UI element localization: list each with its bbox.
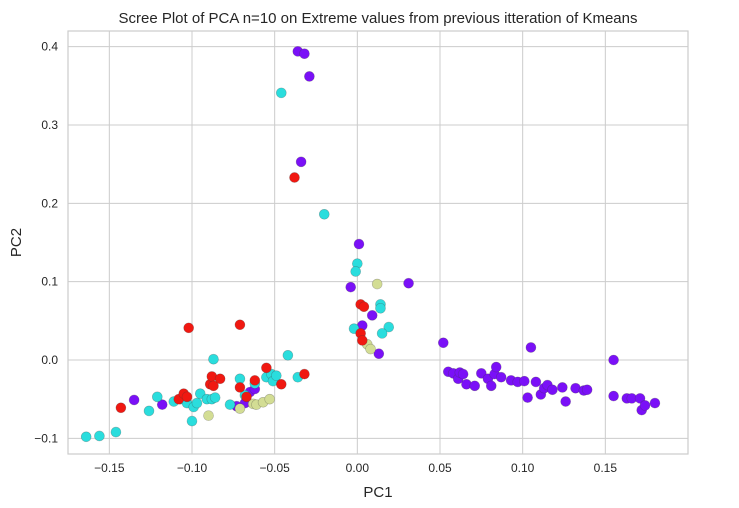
y-tick-label: 0.2 bbox=[41, 196, 58, 210]
data-point bbox=[261, 362, 272, 374]
data-point bbox=[275, 87, 287, 99]
data-point bbox=[383, 321, 395, 333]
data-point bbox=[608, 354, 619, 366]
data-point bbox=[191, 397, 203, 409]
data-point bbox=[485, 380, 497, 392]
data-point bbox=[476, 368, 487, 379]
x-tick-label: 0.05 bbox=[428, 461, 452, 475]
data-point bbox=[295, 156, 307, 168]
data-point bbox=[373, 348, 385, 360]
data-point bbox=[208, 380, 219, 392]
data-point bbox=[530, 376, 542, 388]
data-point bbox=[557, 382, 568, 393]
data-point bbox=[356, 335, 368, 346]
data-point bbox=[299, 48, 310, 60]
data-point bbox=[560, 396, 571, 407]
data-point bbox=[264, 393, 276, 405]
data-point bbox=[495, 371, 507, 383]
data-point bbox=[234, 319, 246, 331]
data-point bbox=[115, 402, 127, 414]
data-point bbox=[110, 426, 122, 438]
y-tick-label: −0.1 bbox=[34, 431, 58, 445]
data-point bbox=[376, 328, 388, 339]
data-point bbox=[353, 238, 365, 250]
data-point bbox=[457, 368, 469, 380]
data-point bbox=[151, 391, 163, 403]
data-point bbox=[318, 209, 330, 220]
data-point bbox=[522, 392, 533, 403]
data-point bbox=[186, 415, 198, 427]
data-point bbox=[241, 391, 252, 403]
data-point bbox=[350, 266, 361, 277]
data-point bbox=[183, 322, 194, 334]
data-point bbox=[275, 378, 287, 390]
x-axis-label: PC1 bbox=[363, 484, 392, 501]
data-point bbox=[289, 172, 300, 183]
data-point bbox=[649, 397, 661, 409]
data-point bbox=[271, 370, 282, 381]
data-points bbox=[80, 46, 661, 443]
data-point bbox=[156, 399, 168, 410]
data-point bbox=[249, 375, 261, 386]
plot-frame bbox=[67, 30, 689, 455]
y-axis-label: PC2 bbox=[8, 228, 25, 257]
y-tick-labels: −0.1 0.0 0.1 0.2 0.3 0.4 bbox=[34, 40, 58, 446]
data-point bbox=[581, 384, 593, 396]
data-point bbox=[371, 278, 383, 290]
data-point bbox=[403, 277, 414, 289]
data-point bbox=[639, 400, 651, 411]
data-point bbox=[282, 349, 294, 361]
data-point bbox=[194, 388, 206, 399]
data-point bbox=[181, 391, 193, 403]
data-point bbox=[345, 281, 357, 293]
data-point bbox=[547, 384, 558, 396]
data-point bbox=[128, 394, 140, 406]
x-tick-labels: −0.15 −0.10 −0.05 0.00 0.05 0.10 0.15 bbox=[94, 461, 617, 475]
x-tick-label: −0.05 bbox=[259, 461, 290, 475]
data-point bbox=[234, 382, 246, 393]
x-tick-label: 0.10 bbox=[511, 461, 535, 475]
x-tick-label: 0.00 bbox=[346, 461, 370, 475]
data-point bbox=[375, 302, 386, 314]
data-point bbox=[490, 361, 502, 373]
data-point bbox=[608, 390, 619, 402]
data-point bbox=[469, 380, 481, 392]
data-point bbox=[438, 337, 449, 349]
x-tick-label: 0.15 bbox=[594, 461, 618, 475]
data-point bbox=[94, 430, 105, 442]
data-point bbox=[365, 343, 376, 355]
data-point bbox=[209, 392, 221, 403]
data-point bbox=[358, 301, 370, 313]
x-tick-label: −0.10 bbox=[177, 461, 208, 475]
data-point bbox=[214, 373, 226, 385]
data-point bbox=[80, 431, 92, 443]
data-point bbox=[143, 405, 155, 417]
data-point bbox=[525, 342, 537, 353]
data-point bbox=[299, 368, 310, 380]
y-tick-label: 0.4 bbox=[41, 40, 58, 54]
grid-lines bbox=[68, 31, 688, 454]
data-point bbox=[304, 71, 315, 82]
x-tick-label: −0.15 bbox=[94, 461, 125, 475]
data-point bbox=[234, 403, 246, 414]
data-point bbox=[208, 353, 219, 365]
data-point bbox=[366, 310, 378, 321]
y-tick-label: 0.3 bbox=[41, 118, 58, 132]
data-point bbox=[634, 393, 646, 404]
y-tick-label: 0.0 bbox=[41, 353, 58, 367]
data-point bbox=[203, 410, 214, 421]
y-tick-label: 0.1 bbox=[41, 275, 58, 289]
data-point bbox=[224, 399, 236, 410]
data-point bbox=[519, 375, 530, 387]
chart-title: Scree Plot of PCA n=10 on Extreme values… bbox=[118, 10, 637, 27]
